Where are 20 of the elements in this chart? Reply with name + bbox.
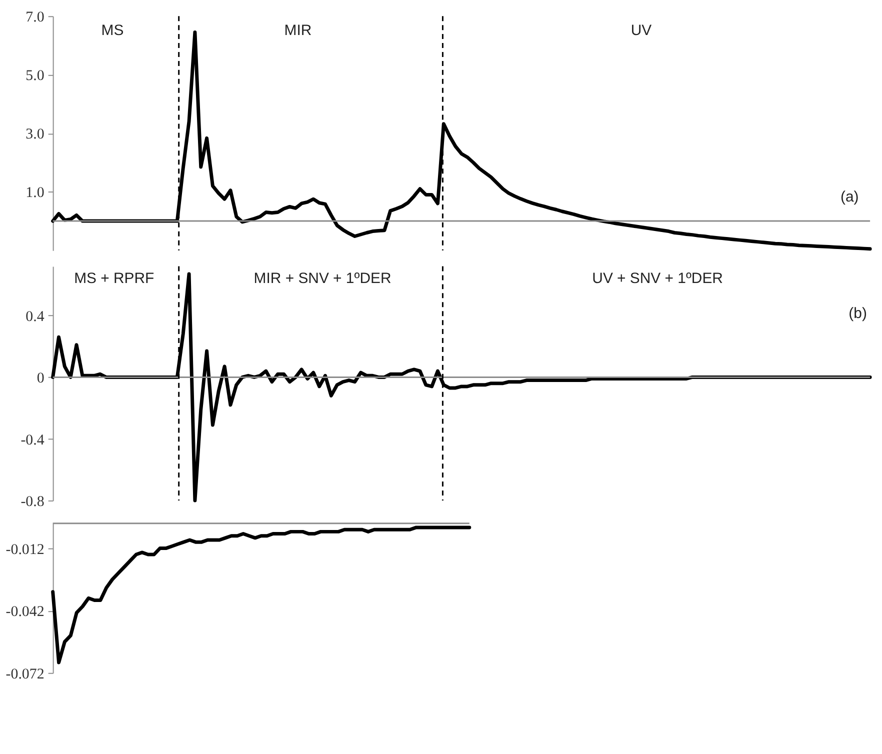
annotation: (b): [848, 305, 867, 322]
annotation: UV + SNV + 1ºDER: [592, 270, 724, 287]
y-tick-label: -0.4: [20, 432, 45, 448]
annotation: MIR: [284, 22, 312, 40]
y-tick-label: 1.0: [26, 185, 44, 202]
y-tick-label: 7.0: [26, 10, 44, 26]
annotation: (a): [840, 188, 859, 206]
y-tick-label: 3.0: [26, 126, 44, 143]
y-tick-label: 0: [36, 370, 44, 387]
y-tick-label: -0.8: [20, 494, 44, 510]
y-tick-label: -0.042: [6, 604, 44, 620]
y-tick-label: -0.012: [6, 542, 44, 558]
annotation: MIR + SNV + 1ºDER: [254, 270, 392, 287]
y-tick-label: 5.0: [26, 68, 44, 84]
line-series: [51, 526, 472, 664]
y-tick-label: -0.072: [6, 666, 44, 682]
annotation: MS: [101, 22, 124, 40]
y-tick-label: 0.4: [26, 309, 45, 326]
annotation: MS + RPRF: [74, 270, 154, 287]
annotation: UV: [630, 22, 652, 40]
